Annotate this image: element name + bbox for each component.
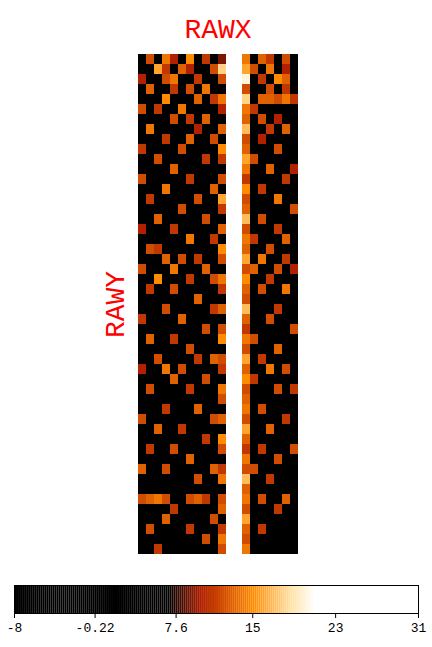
svg-text:-8: -8 <box>7 621 23 636</box>
svg-text:-0.22: -0.22 <box>76 621 115 636</box>
svg-text:23: 23 <box>328 621 344 636</box>
svg-text:15: 15 <box>245 621 261 636</box>
svg-text:31: 31 <box>411 621 427 636</box>
svg-text:RAWX: RAWX <box>184 15 251 46</box>
svg-text:RAWY: RAWY <box>101 271 132 338</box>
svg-text:7.6: 7.6 <box>164 621 187 636</box>
